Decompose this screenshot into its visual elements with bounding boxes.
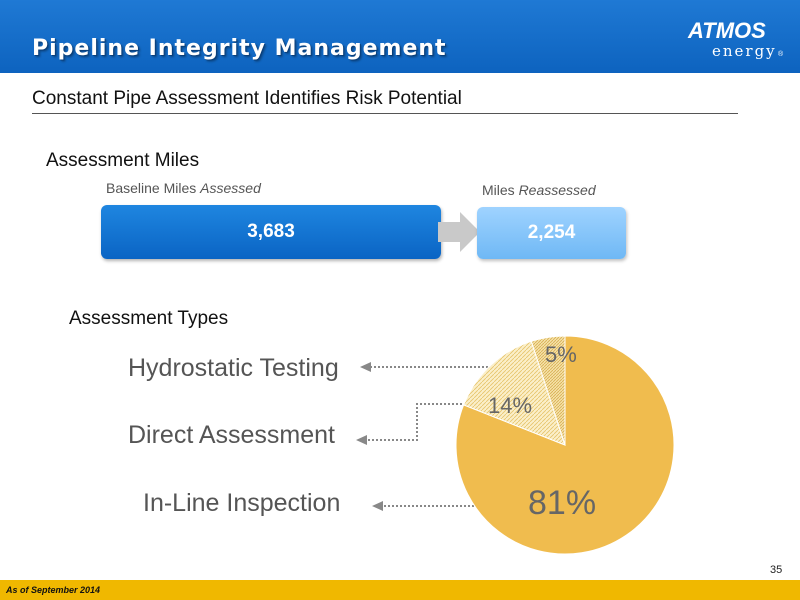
- subtitle-divider: [32, 113, 738, 114]
- pct-label-hydrostatic-testing: 5%: [545, 342, 577, 367]
- pct-label-direct-assessment: 14%: [488, 393, 533, 418]
- reassessed-miles-label: Miles Reassessed: [482, 182, 596, 198]
- baseline-miles-label: Baseline Miles Assessed: [106, 180, 261, 196]
- atmos-energy-logo: ATMOS energy ®: [687, 18, 784, 60]
- baseline-miles-box: 3,683: [101, 205, 441, 259]
- slide-subtitle: Constant Pipe Assessment Identifies Risk…: [32, 88, 462, 109]
- pct-label-in-line-inspection: 81%: [528, 484, 597, 522]
- connector-inline-arrowhead: [372, 501, 383, 511]
- pie-slice-hydrostatic-testing: [530, 335, 566, 446]
- legend-hydrostatic-testing: Hydrostatic Testing: [128, 354, 339, 382]
- page-title: Pipeline Integrity Management: [32, 36, 447, 61]
- connector-direct-arrowhead: [356, 435, 367, 445]
- footer-bar: [0, 580, 800, 600]
- baseline-miles-value: 3,683: [247, 221, 295, 242]
- assessment-miles-title: Assessment Miles: [46, 150, 200, 171]
- connector-hydrostatic-arrowhead: [360, 362, 371, 372]
- assessment-types-pie: [455, 335, 675, 555]
- legend-direct-assessment: Direct Assessment: [128, 421, 336, 449]
- right-arrow-icon: [438, 212, 480, 252]
- header-bar: Pipeline Integrity Management ATMOS ener…: [0, 0, 800, 73]
- reassessed-miles-box: 2,254: [477, 207, 626, 259]
- footer-note: As of September 2014: [6, 585, 101, 595]
- page-number: 35: [770, 564, 783, 576]
- assessment-types-title: Assessment Types: [69, 308, 229, 329]
- logo-text: ATMOS: [687, 18, 766, 43]
- logo-registered-mark: ®: [778, 50, 784, 58]
- logo-subtext: energy: [712, 42, 777, 60]
- reassessed-miles-value: 2,254: [527, 222, 576, 243]
- legend-in-line-inspection: In-Line Inspection: [143, 489, 341, 517]
